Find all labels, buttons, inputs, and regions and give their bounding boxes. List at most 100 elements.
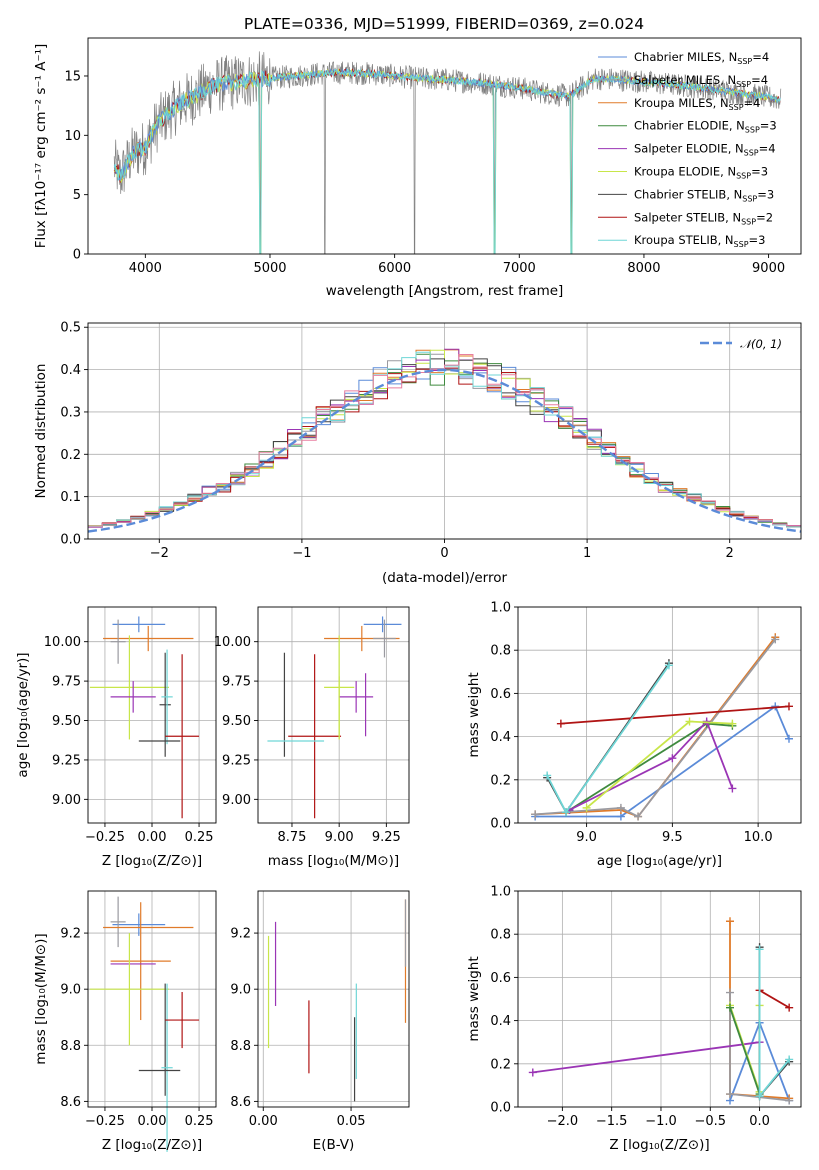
y-tick-label: 9.50 <box>222 714 251 729</box>
series-marker <box>755 945 764 954</box>
y-tick-label: 10.00 <box>214 635 251 650</box>
x-tick-label: 0.25 <box>185 1114 214 1129</box>
series-marker <box>784 734 793 743</box>
y-axis-label: Normed distribution <box>33 364 49 499</box>
legend-entry: 𝒩(0, 1) <box>740 337 782 351</box>
x-tick-label: 0.00 <box>138 830 167 845</box>
series-marker <box>728 719 737 728</box>
model-spectrum-chabrier-miles <box>113 67 781 182</box>
gaussian-curve <box>87 368 802 533</box>
y-tick-label: 8.8 <box>60 1039 81 1054</box>
legend-entry: Kroupa ELODIE, NSSP=3 <box>634 165 768 181</box>
y-tick-label: 5 <box>73 188 81 203</box>
legend-entry: Salpeter MILES, NSSP=4 <box>634 73 768 89</box>
y-tick-label: 9.75 <box>222 675 251 690</box>
series-marker <box>726 1090 735 1099</box>
series-marker <box>556 719 565 728</box>
y-tick-label: 0.6 <box>490 687 511 702</box>
x-tick-label: 9.0 <box>576 830 597 845</box>
series-line-salpeter-elodie <box>569 719 734 811</box>
y-tick-label: 9.0 <box>60 983 81 998</box>
series-marker <box>726 1003 735 1012</box>
panel-errorbar-5: −0.25 0.00 0.25 8.6 8.8 9.0 9.2 Z [log₁₀(Z/Z⊙)]… <box>33 890 217 1153</box>
panel-massweight-4: 9.0 9.5 10.0 0.0 0.2 0.4 0.6 0.8 1.0 age [log₁₀(a… <box>466 601 802 869</box>
y-tick-label: 0.0 <box>490 1101 511 1116</box>
series-marker <box>562 808 571 817</box>
series-line-salpeter-stelib <box>759 989 790 1009</box>
x-tick-label: 0.05 <box>337 1114 366 1129</box>
x-tick-label: 9000 <box>752 261 785 276</box>
figure-title: PLATE=0336, MJD=51999, FIBERID=0369, z=0… <box>244 15 644 33</box>
series-line-salpeter-elodie <box>532 1041 760 1074</box>
y-tick-label: 1.0 <box>490 885 511 900</box>
y-tick-label: 9.0 <box>230 983 251 998</box>
x-tick-label: 4000 <box>129 261 162 276</box>
y-tick-label: 15 <box>64 69 81 84</box>
x-tick-label: −2 <box>150 546 169 561</box>
y-tick-label: 9.00 <box>222 793 251 808</box>
axes-frame <box>517 890 802 1108</box>
y-tick-label: 0.8 <box>490 644 511 659</box>
x-tick-label: 8.75 <box>277 830 306 845</box>
y-tick-label: 9.2 <box>60 927 81 942</box>
y-tick-label: 0.8 <box>490 928 511 943</box>
y-axis-label: mass weight <box>466 956 482 1041</box>
series-marker <box>726 917 735 926</box>
x-tick-label: 0 <box>440 546 448 561</box>
y-tick-label: 10 <box>64 129 81 144</box>
y-tick-label: 0.2 <box>60 448 81 463</box>
y-axis-label: mass [log₁₀(M/M⊙)] <box>33 933 49 1064</box>
series-marker <box>785 1096 794 1105</box>
x-tick-label: −0.5 <box>694 1114 726 1129</box>
x-axis-label: age [log₁₀(age/yr)] <box>597 853 722 869</box>
legend-entry: Salpeter ELODIE, NSSP=4 <box>634 142 776 158</box>
panel-errorbar-2: −0.25 0.00 0.25 9.00 9.25 9.50 9.75 10.00 Z [log… <box>15 606 217 869</box>
y-tick-label: 0.2 <box>490 1057 511 1072</box>
y-tick-label: 0.0 <box>60 533 81 548</box>
series-marker <box>543 771 552 780</box>
x-tick-label: 5000 <box>253 261 286 276</box>
panel-spectrum: 4000 5000 6000 7000 8000 9000 0 5 10 15 wavelength… <box>33 37 802 299</box>
y-tick-label: 0.3 <box>60 405 81 420</box>
series-marker <box>664 661 673 670</box>
x-tick-label: 0.00 <box>138 1114 167 1129</box>
x-tick-label: 6000 <box>378 261 411 276</box>
series-line-salpeter-miles <box>535 638 777 818</box>
y-tick-label: 8.6 <box>230 1095 251 1110</box>
x-axis-label: wavelength [Angstrom, rest frame] <box>326 283 564 299</box>
y-tick-label: 0.5 <box>60 321 81 336</box>
y-tick-label: 9.25 <box>52 753 81 768</box>
series-marker <box>771 635 780 644</box>
x-tick-label: 1 <box>583 546 591 561</box>
x-tick-label: −1.5 <box>596 1114 628 1129</box>
y-tick-label: 9.75 <box>52 675 81 690</box>
axes-frame <box>87 37 802 255</box>
panel-residual-histogram: −2 −1 0 1 2 0.0 0.1 0.2 0.3 0.4 0.5 (data-model)/er… <box>33 321 802 586</box>
y-tick-label: 0.1 <box>60 490 81 505</box>
series-marker <box>785 1055 794 1064</box>
x-tick-label: 7000 <box>503 261 536 276</box>
x-tick-label: −2.0 <box>547 1114 579 1129</box>
y-axis-label: mass weight <box>466 672 482 757</box>
x-tick-label: −0.25 <box>85 830 125 845</box>
y-tick-label: 9.00 <box>52 793 81 808</box>
x-axis-label: Z [log₁₀(Z/Z⊙)] <box>102 853 202 869</box>
series-marker <box>726 988 735 997</box>
x-tick-label: 9.25 <box>372 830 401 845</box>
x-tick-label: 0.0 <box>749 1114 770 1129</box>
series-marker <box>668 754 677 763</box>
series-line-chabrier-miles <box>535 705 790 818</box>
series-marker <box>785 1003 794 1012</box>
legend-entry: Kroupa STELIB, NSSP=3 <box>634 233 765 249</box>
series-marker <box>755 1092 764 1101</box>
y-tick-label: 0.2 <box>490 773 511 788</box>
series-marker <box>582 803 591 812</box>
series-line-chabrier-elodie <box>729 1007 761 1095</box>
legend-entry: Salpeter STELIB, NSSP=2 <box>634 210 773 226</box>
y-tick-label: 8.6 <box>60 1095 81 1110</box>
x-axis-label: Z [log₁₀(Z/Z⊙)] <box>609 1137 709 1153</box>
y-tick-label: 9.50 <box>52 714 81 729</box>
axes-frame <box>517 606 802 824</box>
y-tick-label: 0.4 <box>490 730 511 745</box>
